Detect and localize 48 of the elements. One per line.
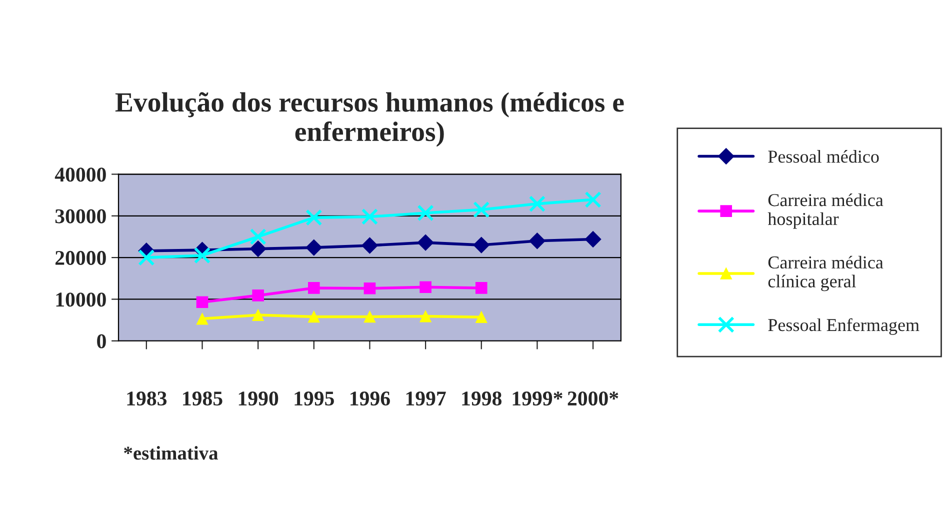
x-tick-label: 1995 bbox=[294, 392, 334, 406]
legend-label: Carreira médica clínica geral bbox=[768, 256, 884, 292]
point bbox=[473, 201, 490, 218]
x-tick-label: 1983 bbox=[127, 391, 167, 406]
y-tick-label: 0 bbox=[97, 334, 106, 348]
x-tick-label: 1985 bbox=[183, 391, 222, 406]
x-tick-label: 2000* bbox=[568, 391, 618, 406]
point bbox=[196, 312, 208, 325]
point bbox=[528, 232, 546, 250]
point bbox=[584, 231, 602, 248]
point bbox=[362, 237, 378, 254]
y-tick-label: 10000 bbox=[56, 292, 106, 307]
x-tick-label: 1998 bbox=[462, 391, 502, 406]
x-tick-label: 1999* bbox=[512, 392, 562, 406]
point bbox=[364, 282, 376, 294]
point bbox=[417, 234, 434, 251]
x-tick-label: 1996 bbox=[350, 392, 390, 406]
point bbox=[528, 195, 546, 212]
point bbox=[196, 296, 208, 308]
point bbox=[194, 247, 211, 264]
legend-label: Pessoal médico bbox=[768, 150, 879, 163]
point bbox=[475, 311, 488, 324]
point bbox=[308, 310, 320, 323]
x-tick-label: 1990 bbox=[238, 391, 278, 406]
point bbox=[420, 310, 432, 322]
point bbox=[420, 281, 432, 294]
point bbox=[364, 310, 376, 323]
point bbox=[473, 236, 490, 254]
point bbox=[417, 204, 434, 222]
text: *estimativa bbox=[124, 446, 218, 460]
point bbox=[475, 282, 488, 294]
point bbox=[584, 191, 602, 208]
legend-label: Carreira médica hospitalar bbox=[768, 193, 884, 229]
point bbox=[306, 209, 322, 226]
y-tick-label: 40000 bbox=[54, 168, 106, 182]
point bbox=[138, 249, 155, 266]
point bbox=[250, 228, 266, 246]
y-tick-label: 30000 bbox=[55, 209, 106, 224]
x-tick-label: 1997 bbox=[406, 392, 446, 406]
point bbox=[306, 239, 322, 256]
legend-label: Pessoal Enfermagem bbox=[768, 318, 920, 335]
point bbox=[308, 282, 320, 294]
point bbox=[250, 240, 266, 258]
point bbox=[252, 309, 264, 321]
y-tick-label: 20000 bbox=[55, 250, 106, 265]
chart-title: Evolução dos recursos humanos (médicos e enfermeiros) bbox=[115, 92, 624, 147]
point bbox=[252, 290, 264, 302]
point bbox=[361, 208, 378, 226]
